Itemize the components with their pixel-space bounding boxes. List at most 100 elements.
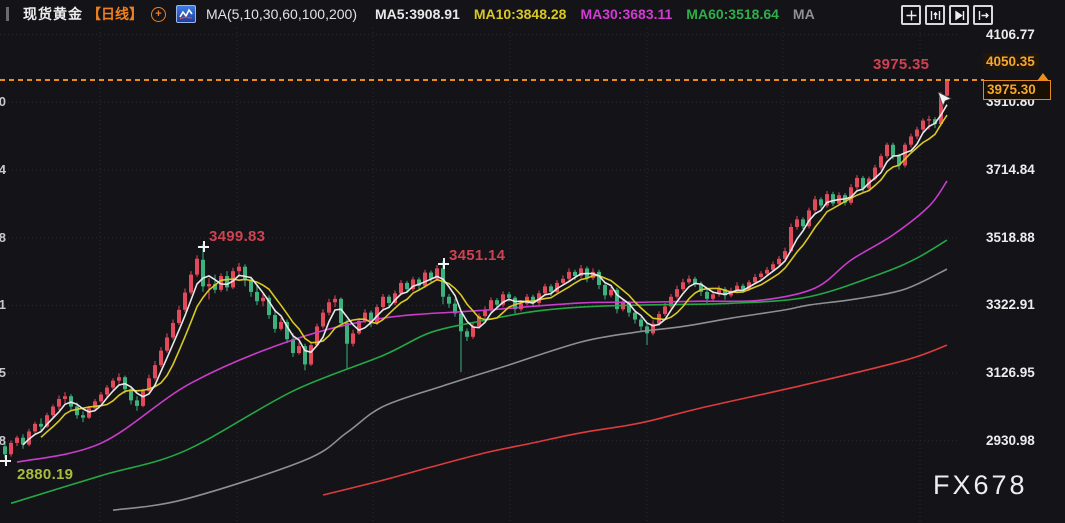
candle[interactable] — [387, 294, 391, 307]
candle[interactable] — [885, 142, 889, 159]
add-circle-icon[interactable]: + — [151, 6, 166, 22]
candle[interactable] — [567, 268, 571, 281]
candle[interactable] — [81, 411, 85, 423]
candle[interactable] — [447, 293, 451, 308]
candle[interactable] — [717, 285, 721, 297]
candle[interactable] — [261, 293, 265, 307]
candle[interactable] — [291, 333, 295, 357]
candle[interactable] — [267, 295, 271, 319]
candle[interactable] — [21, 434, 25, 449]
candle[interactable] — [351, 329, 355, 347]
candle[interactable] — [321, 309, 325, 329]
candle[interactable] — [177, 305, 181, 326]
candle[interactable] — [171, 319, 175, 340]
candle[interactable] — [645, 323, 649, 346]
play-button[interactable] — [949, 5, 969, 25]
candle[interactable] — [411, 276, 415, 292]
candle[interactable] — [99, 392, 103, 404]
candle[interactable] — [783, 247, 787, 261]
candle[interactable] — [93, 398, 97, 412]
candle[interactable] — [429, 270, 433, 283]
candle[interactable] — [471, 322, 475, 339]
candle[interactable] — [27, 428, 31, 447]
candle[interactable] — [207, 278, 211, 300]
candle[interactable] — [63, 392, 67, 404]
candle[interactable] — [9, 440, 13, 457]
candle[interactable] — [135, 396, 139, 411]
candles-layer[interactable] — [3, 80, 949, 459]
candle[interactable] — [393, 290, 397, 306]
candle[interactable] — [141, 388, 145, 408]
candle[interactable] — [213, 274, 217, 294]
candle[interactable] — [543, 283, 547, 296]
candle[interactable] — [465, 328, 469, 341]
candle[interactable] — [945, 80, 949, 100]
candle[interactable] — [453, 298, 457, 317]
candle[interactable] — [561, 275, 565, 285]
candle[interactable] — [735, 282, 739, 294]
candle[interactable] — [603, 282, 607, 300]
candle[interactable] — [597, 269, 601, 290]
candle[interactable] — [849, 184, 853, 205]
candle[interactable] — [339, 297, 343, 328]
candle[interactable] — [399, 280, 403, 296]
candle[interactable] — [909, 133, 913, 148]
candle[interactable] — [633, 309, 637, 324]
candle[interactable] — [807, 207, 811, 229]
candle[interactable] — [405, 280, 409, 293]
candle[interactable] — [651, 320, 655, 336]
candle[interactable] — [693, 276, 697, 288]
candle[interactable] — [681, 278, 685, 292]
candle[interactable] — [771, 261, 775, 272]
candle[interactable] — [219, 273, 223, 292]
candle[interactable] — [117, 373, 121, 384]
candle[interactable] — [285, 319, 289, 344]
candle[interactable] — [153, 360, 157, 381]
candle[interactable] — [51, 404, 55, 417]
candle[interactable] — [525, 293, 529, 306]
candle[interactable] — [789, 223, 793, 253]
axis-scale-button[interactable] — [925, 5, 945, 25]
candle[interactable] — [345, 319, 349, 369]
candle[interactable] — [189, 271, 193, 295]
candle[interactable] — [831, 191, 835, 207]
candle[interactable] — [609, 287, 613, 298]
candle[interactable] — [903, 142, 907, 168]
candle[interactable] — [195, 255, 199, 277]
candle[interactable] — [297, 342, 301, 355]
candle[interactable] — [333, 295, 337, 308]
candle[interactable] — [765, 267, 769, 277]
candle[interactable] — [687, 275, 691, 285]
candle[interactable] — [273, 309, 277, 333]
candle[interactable] — [615, 287, 619, 314]
candle[interactable] — [921, 118, 925, 133]
candle[interactable] — [183, 288, 187, 312]
candle[interactable] — [309, 342, 313, 366]
candle[interactable] — [159, 347, 163, 368]
candle[interactable] — [537, 290, 541, 306]
candle[interactable] — [777, 255, 781, 267]
candle[interactable] — [573, 269, 577, 281]
candle[interactable] — [759, 271, 763, 280]
candle[interactable] — [243, 264, 247, 287]
candle[interactable] — [819, 197, 823, 209]
candle[interactable] — [417, 277, 421, 290]
crosshair-button[interactable] — [901, 5, 921, 25]
candle[interactable] — [57, 395, 61, 411]
candle[interactable] — [555, 280, 559, 294]
candle[interactable] — [33, 421, 37, 435]
candle[interactable] — [501, 291, 505, 308]
candle[interactable] — [825, 191, 829, 208]
candle[interactable] — [435, 264, 439, 281]
candle[interactable] — [879, 153, 883, 170]
candle[interactable] — [579, 264, 583, 279]
candle[interactable] — [915, 126, 919, 140]
candle[interactable] — [279, 318, 283, 331]
candle[interactable] — [813, 195, 817, 213]
candle[interactable] — [225, 271, 229, 292]
candle[interactable] — [111, 378, 115, 390]
goto-latest-button[interactable] — [973, 5, 993, 25]
candle[interactable] — [39, 418, 43, 431]
candle[interactable] — [723, 287, 727, 300]
candle[interactable] — [753, 273, 757, 285]
